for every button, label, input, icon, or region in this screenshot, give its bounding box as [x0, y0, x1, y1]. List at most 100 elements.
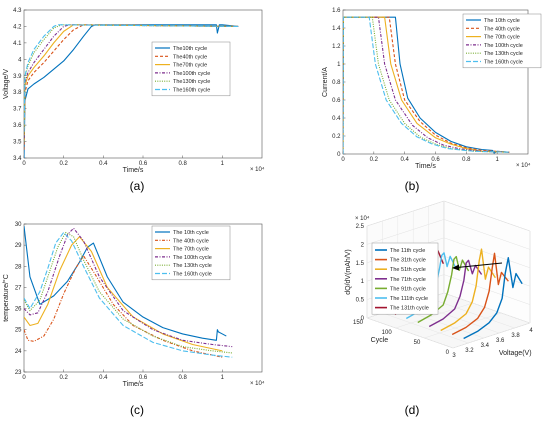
- x-tick-label: 1: [221, 375, 225, 381]
- depth-tick-label: 150: [353, 320, 364, 326]
- y-tick-label: 1.5: [356, 261, 365, 267]
- series-line-6: [24, 24, 239, 132]
- grid-line: [424, 312, 502, 339]
- x-axis-label: Time/s: [123, 381, 144, 388]
- legend-entry-6: The 160th cycle: [173, 272, 212, 278]
- y-tick-label: 1.2: [332, 44, 341, 50]
- legend-entry-3: The 70th cycle: [484, 35, 520, 41]
- series-group: [24, 226, 233, 358]
- y-tick-label: 0.5: [356, 298, 365, 304]
- x-tick-label: 0: [22, 161, 26, 167]
- x-axis-exponent: × 10⁴: [250, 166, 265, 173]
- legend-entry-4: The100th cycle: [173, 71, 210, 77]
- x-tick-label: 4: [529, 328, 533, 334]
- y-tick-label: 3.4: [13, 156, 22, 162]
- series-line-1: [343, 16, 510, 154]
- trend-arrow-head: [452, 264, 459, 271]
- y-tick-label: 0.6: [332, 98, 341, 104]
- series-curve-2: [451, 252, 509, 336]
- x-tick-label: 3.4: [481, 343, 490, 349]
- panel-b-current-chart: 0 0.2 0.4 0.6 0.8 1 0 0.2 0.4 0.6 0.8 1 1.2 1.4 1.6 Tim…: [322, 8, 542, 170]
- x-tick-label: 0.4: [99, 161, 108, 167]
- y-tick-label: 1.6: [332, 8, 341, 14]
- y-tick-label: 4.3: [13, 8, 22, 14]
- caption-b: (b): [405, 179, 420, 193]
- legend-entry-3: The 70th cycle: [173, 247, 209, 253]
- series-line-1: [24, 24, 239, 158]
- x-tick-label: 0.2: [59, 161, 68, 167]
- y-tick-label: 30: [15, 222, 22, 228]
- legend-entry-1: The 11th cycle: [390, 248, 425, 254]
- legend-entry-4: The 100th cycle: [173, 255, 212, 261]
- y-tick-label: 23: [15, 370, 22, 376]
- series-curve-3: [440, 248, 496, 332]
- y-axis-exponent: × 10⁴: [355, 215, 370, 222]
- depth-axis-label: Cycle: [371, 337, 389, 344]
- trend-arrow-line: [456, 262, 503, 268]
- y-tick-label: 26: [15, 307, 22, 313]
- x-tick-label: 0: [341, 157, 345, 163]
- y-tick-label: 1: [361, 279, 365, 285]
- y-tick-label: 3.5: [13, 140, 22, 146]
- x-tick-label: 0.4: [99, 375, 108, 381]
- y-tick-label: 4: [18, 57, 22, 63]
- x-axis-exponent: × 10⁴: [250, 380, 265, 387]
- y-tick-label: 4.2: [13, 24, 22, 30]
- y-tick-label: 3.8: [13, 90, 22, 96]
- legend-entry-5: The 130th cycle: [484, 51, 523, 57]
- legend-entry-3: The 51th cycle: [390, 267, 426, 273]
- x-tick-label: 0.8: [178, 375, 187, 381]
- x-tick-label: 0.2: [370, 157, 379, 163]
- y-tick-label: 2.5: [356, 224, 365, 230]
- x-tick-label: 0.6: [139, 375, 148, 381]
- y-tick-label: 29: [15, 243, 22, 249]
- series-line-6: [24, 231, 233, 358]
- x-tick-label: 3.2: [465, 348, 474, 354]
- x-tick-label: 0.8: [462, 157, 471, 163]
- depth-tick-label: 0: [446, 350, 450, 356]
- series-curve-1: [463, 257, 523, 340]
- grid-line: [395, 302, 473, 329]
- panel-c-temperature-chart: 0 0.2 0.4 0.6 0.8 1 23 24 25 26 27 28 29 30 Time/s × 10…: [2, 222, 265, 388]
- x-tick-label: 0.4: [400, 157, 409, 163]
- legend-entry-6: The160th cycle: [173, 88, 210, 94]
- legend-entry-1: The10th cycle: [173, 46, 207, 52]
- y-tick-label: 24: [15, 349, 22, 355]
- y-tick-label: 3.9: [13, 74, 22, 80]
- panel-a-voltage-chart: 0 0.2 0.4 0.6 0.8 1 3.4 3.5 3.6 3.7 3.8 3.9 4 4.1 4.2 4…: [3, 8, 265, 174]
- depth-tick-label: 100: [382, 330, 393, 336]
- y-tick-label: 27: [15, 285, 22, 291]
- grid-line: [452, 322, 531, 349]
- series-line-5: [343, 16, 510, 154]
- caption-d: (d): [405, 403, 420, 417]
- series-line-1: [24, 226, 227, 341]
- y-tick-label: 4.1: [13, 41, 22, 47]
- legend-box: [462, 13, 542, 69]
- y-tick-label: 0.8: [332, 80, 341, 86]
- y-axis-label: temperature/°C: [2, 274, 10, 322]
- series-line-3: [343, 16, 510, 154]
- legend-entry-2: The 40th cycle: [173, 238, 209, 244]
- x-tick-label: 1: [495, 157, 499, 163]
- legend-entry-4: The 100th cycle: [484, 43, 523, 49]
- legend-entry-5: The 91th cycle: [390, 286, 426, 292]
- x-tick-label: 3.8: [511, 333, 520, 339]
- series-group: [24, 24, 239, 158]
- y-tick-label: 0: [337, 152, 341, 158]
- x-tick-label: 3.6: [496, 338, 505, 344]
- x-tick-label: 0.6: [431, 157, 440, 163]
- y-tick-label: 2: [361, 242, 365, 248]
- y-tick-label: 3.6: [13, 123, 22, 129]
- y-tick-label: 1: [337, 62, 341, 68]
- y-tick-label: 0.4: [332, 116, 341, 122]
- x-tick-label: 1: [221, 161, 225, 167]
- legend-entry-1: The 10th cycle: [484, 18, 520, 24]
- x-tick-label: 3: [452, 353, 456, 359]
- series-line-4: [343, 16, 510, 154]
- y-axis-label: Current/A: [322, 67, 329, 97]
- legend-entry-7: The 131th cycle: [390, 306, 429, 312]
- series-group: [343, 16, 510, 154]
- y-tick-label: 1.4: [332, 26, 341, 32]
- y-axis-label: dQ/dV(mAh/V): [345, 249, 352, 295]
- panel-d-dqdv-3d-chart: 0 0.5 1 1.5 2 2.5 3 3.2 3.4 3.6 3.8 4 0 50 100 150 Volta…: [345, 200, 533, 359]
